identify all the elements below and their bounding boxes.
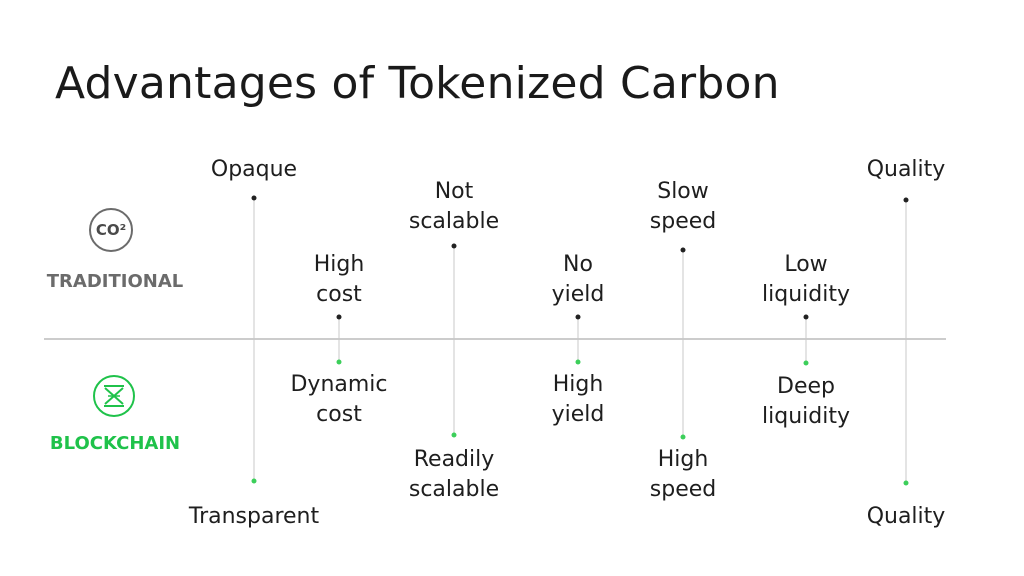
blockchain-item-label-line: High <box>552 372 604 397</box>
blockchain-item-label-line: Readily <box>413 447 495 472</box>
traditional-item-label-line: scalable <box>408 209 500 234</box>
blockchain-item-label-line: speed <box>649 477 717 502</box>
traditional-dot <box>575 314 581 320</box>
blockchain-item-label-line: liquidity <box>762 404 850 429</box>
blockchain-dot <box>903 480 909 486</box>
blockchain-dot <box>803 360 809 366</box>
traditional-dot <box>251 195 257 201</box>
blockchain-item-label-line: Deep <box>777 374 835 399</box>
blockchain-item-label: High yield <box>552 370 605 430</box>
blockchain-item-label: Quality <box>867 502 946 532</box>
blockchain-item-label-line: cost <box>316 402 362 427</box>
traditional-item-label-line: Not <box>434 179 474 204</box>
blockchain-item-label-line: Quality <box>866 504 946 529</box>
blockchain-dot <box>251 478 257 484</box>
traditional-dot <box>336 314 342 320</box>
blockchain-dot <box>451 432 457 438</box>
traditional-item-label: Low liquidity <box>762 250 850 310</box>
blockchain-logo-icon <box>93 375 135 417</box>
blockchain-item-label: Deep liquidity <box>762 372 850 432</box>
blockchain-label: BLOCKCHAIN <box>49 433 181 454</box>
blockchain-item-label-line: Transparent <box>188 504 320 529</box>
traditional-item-label: High cost <box>314 250 365 310</box>
traditional-item-label-line: liquidity <box>762 282 850 307</box>
traditional-item-label: Opaque <box>211 155 297 185</box>
traditional-item-label-line: yield <box>551 282 605 307</box>
page-title: Advantages of Tokenized Carbon <box>55 58 780 109</box>
traditional-item-label-line: No <box>563 252 593 277</box>
traditional-item-label: No yield <box>552 250 605 310</box>
blockchain-item-label: Readily scalable <box>409 445 499 505</box>
blockchain-dot <box>575 359 581 365</box>
traditional-item-label-line: Low <box>784 252 828 277</box>
traditional-dot <box>680 247 686 253</box>
traditional-dot <box>903 197 909 203</box>
blockchain-item-label-line: Dynamic <box>290 372 388 397</box>
traditional-item-label-line: Slow <box>657 179 709 204</box>
traditional-item-label: Slow speed <box>650 177 716 237</box>
traditional-item-label: Quality <box>867 155 946 185</box>
traditional-item-label-line: High <box>313 252 365 277</box>
traditional-label: TRADITIONAL <box>46 271 184 292</box>
blockchain-dot <box>336 359 342 365</box>
traditional-item-label-line: speed <box>649 209 717 234</box>
traditional-item-label-line: Opaque <box>210 157 298 182</box>
blockchain-dot <box>680 434 686 440</box>
traditional-dot <box>451 243 457 249</box>
blockchain-item-label: Transparent <box>189 502 319 532</box>
traditional-item-label-line: Quality <box>866 157 946 182</box>
blockchain-item-label: High speed <box>650 445 716 505</box>
traditional-item-label-line: cost <box>316 282 362 307</box>
traditional-item-label: Not scalable <box>409 177 499 237</box>
blockchain-item-label-line: High <box>657 447 709 472</box>
traditional-dot <box>803 314 809 320</box>
blockchain-item-label: Dynamic cost <box>290 370 387 430</box>
blockchain-item-label-line: scalable <box>408 477 500 502</box>
blockchain-item-label-line: yield <box>551 402 605 427</box>
co2-icon: CO² <box>89 208 133 252</box>
